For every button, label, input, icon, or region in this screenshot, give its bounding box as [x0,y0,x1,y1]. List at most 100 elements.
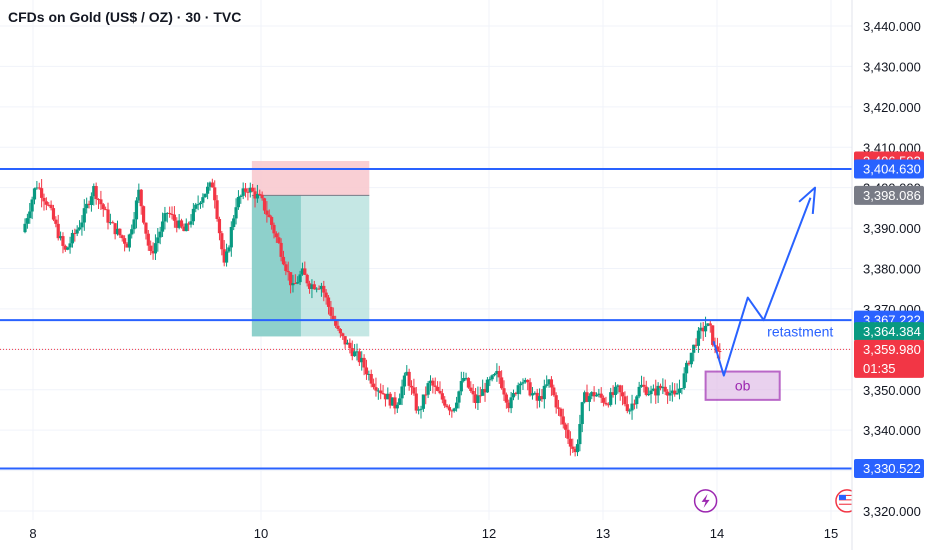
candle-body [329,306,333,316]
candle-body [412,387,416,394]
candle-body [400,386,404,399]
candle-body [616,385,620,387]
candle-body [168,212,172,214]
y-tick-label: 3,440.000 [863,19,921,34]
candle-body [390,397,395,406]
candle-body [457,391,461,403]
candle-body [405,371,409,376]
candle-body [521,382,525,384]
candle-body [381,393,385,395]
candle-body [156,237,160,244]
candle-body [530,393,535,396]
candle-body [585,392,589,402]
candle-body [528,382,532,396]
candle-body [620,392,625,397]
candle-body [656,385,660,396]
candle-body [466,377,471,388]
candle-body [106,209,110,223]
current-price-label-bg [854,339,924,378]
drawings[interactable]: ob retastment [693,186,859,513]
candle-body [379,390,383,394]
candle-body [471,390,475,395]
candle-body [196,204,200,206]
candle-body [296,282,300,284]
candle-body [438,390,442,394]
candle-body [386,393,390,400]
candle-body [229,226,233,248]
candle-body [281,256,286,265]
price-label: 3,398.086 [863,188,921,203]
price-label-support: 3,330.522 [863,461,921,476]
candle-body [291,283,295,286]
candle-body [578,424,582,445]
candle-body [355,351,359,353]
candle-body [424,394,428,396]
candle-body [402,375,407,387]
y-tick-label: 3,380.000 [863,262,921,277]
candle-body [298,274,302,283]
candle-body [348,342,352,349]
candle-body [153,243,158,254]
price-labels: 3,406.5933,404.6303,398.0863,367.2223,36… [854,151,924,478]
candle-body [234,207,238,219]
candle-body [625,404,629,412]
candle-body [454,402,459,409]
candle-body [215,200,219,219]
candle-body [182,226,186,232]
candle-body [519,383,523,386]
candle-body [315,288,319,290]
candle-body [23,223,27,233]
candle-body [350,348,354,357]
candle-body [630,403,634,411]
candle-body [345,342,350,345]
candle-body [206,186,210,194]
candle-body [125,243,129,248]
candle-body [367,373,371,375]
x-tick-label: 12 [482,526,496,541]
x-tick-label: 14 [710,526,724,541]
candle-body [120,235,124,239]
candle-body [388,393,392,406]
candle-body [571,446,575,449]
order-block-box [704,370,781,401]
candle-body [706,323,710,326]
candle-body [682,373,686,389]
candle-body [552,387,556,396]
candle-body [217,218,222,234]
position-box[interactable] [251,161,370,337]
candle-body [322,285,326,293]
candle-body [663,386,667,392]
candle-body [56,223,60,239]
candle-body [101,204,105,210]
retastment-annotation: retastment [767,324,833,340]
candle-body [597,393,601,396]
candle-body [179,220,184,227]
candle-body [711,325,715,345]
candle-body [338,329,342,334]
candle-body [149,245,153,251]
candle-body [504,394,508,403]
candle-body [160,221,165,232]
candle-body [28,211,32,219]
candle-body [447,407,452,411]
candle-body [573,448,577,453]
price-label-bg [854,185,924,205]
candle-body [516,385,520,395]
candle-body [459,381,463,392]
candle-body [248,187,252,193]
candle-body [696,330,701,346]
candle-body [488,379,492,381]
candle-body [611,392,615,395]
candle-body [210,182,214,188]
horizontal-levels[interactable] [0,167,852,470]
candle-body [673,390,677,395]
candle-body [92,186,96,197]
candle-body [236,196,241,208]
candle-body [243,188,248,192]
candle-body [141,206,146,223]
candle-body [70,232,75,244]
projection-arrowhead [798,186,817,215]
candle-body [618,385,622,393]
